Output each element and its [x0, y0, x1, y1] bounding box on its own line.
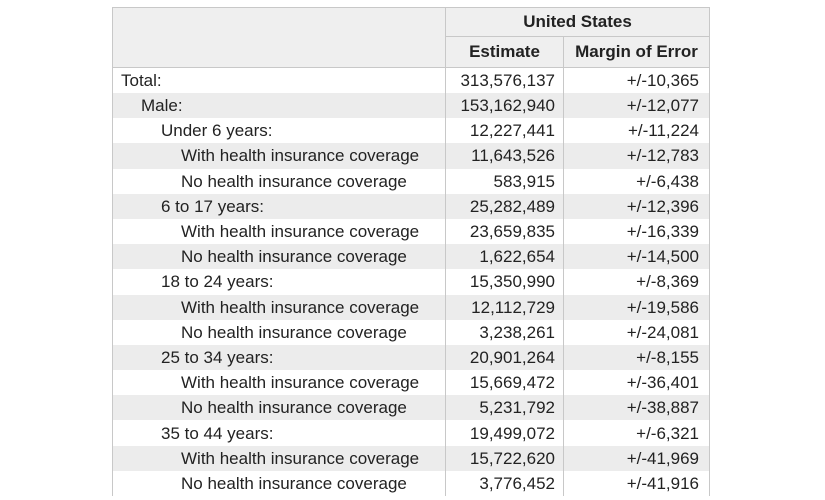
margin-of-error-cell: +/-8,369 — [563, 269, 711, 295]
margin-of-error-cell: +/-11,224 — [563, 118, 711, 144]
table-row: With health insurance coverage 23,659,835… — [112, 218, 711, 245]
row-label: With health insurance coverage — [112, 294, 446, 320]
row-label: Under 6 years: — [112, 118, 446, 144]
margin-of-error-cell: +/-6,438 — [563, 168, 711, 194]
table-header: United States Estimate Margin of Error — [112, 7, 711, 68]
row-label: With health insurance coverage — [112, 218, 446, 245]
margin-of-error-cell: +/-36,401 — [563, 370, 711, 396]
table-row: No health insurance coverage 5,231,792 +/-… — [112, 395, 711, 421]
margin-of-error-cell: +/-41,916 — [563, 470, 711, 496]
health-insurance-table: United States Estimate Margin of Error T… — [112, 7, 711, 496]
table-row: Under 6 years: 12,227,441 +/-11,224 — [112, 118, 711, 144]
geography-header-row: United States — [112, 7, 711, 68]
table-row: Total: 313,576,137 +/-10,365 — [112, 67, 711, 93]
row-label: With health insurance coverage — [112, 370, 446, 396]
table-row: No health insurance coverage 3,238,261 +/-… — [112, 319, 711, 345]
estimate-cell: 15,722,620 — [445, 445, 564, 471]
margin-of-error-cell: +/-38,887 — [563, 395, 711, 421]
margin-of-error-cell: +/-12,783 — [563, 143, 711, 169]
row-label: Male: — [112, 93, 446, 119]
margin-of-error-cell: +/-6,321 — [563, 420, 711, 446]
row-label: 6 to 17 years: — [112, 193, 446, 219]
estimate-cell: 1,622,654 — [445, 244, 564, 270]
table-row: With health insurance coverage 11,643,526… — [112, 143, 711, 169]
margin-of-error-cell: +/-16,339 — [563, 218, 711, 245]
table-row: No health insurance coverage 3,776,452 +/-… — [112, 470, 711, 496]
table-row: No health insurance coverage 1,622,654 +/-… — [112, 244, 711, 270]
table-row: 18 to 24 years: 15,350,990 +/-8,369 — [112, 269, 711, 295]
row-label: With health insurance coverage — [112, 143, 446, 169]
table-row: 35 to 44 years: 19,499,072 +/-6,321 — [112, 420, 711, 446]
row-label: No health insurance coverage — [112, 319, 446, 345]
geography-header: United States — [444, 7, 711, 37]
row-label: No health insurance coverage — [112, 168, 446, 194]
row-label: No health insurance coverage — [112, 395, 446, 421]
data-table-container: United States Estimate Margin of Error T… — [112, 7, 711, 496]
row-label: 18 to 24 years: — [112, 269, 446, 295]
estimate-cell: 5,231,792 — [445, 395, 564, 421]
margin-of-error-cell: +/-14,500 — [563, 244, 711, 270]
row-label: With health insurance coverage — [112, 445, 446, 471]
margin-of-error-cell: +/-8,155 — [563, 344, 711, 371]
table-row: With health insurance coverage 15,669,472… — [112, 370, 711, 396]
estimate-cell: 15,350,990 — [445, 269, 564, 295]
margin-of-error-cell: +/-12,396 — [563, 193, 711, 219]
estimate-cell: 583,915 — [445, 168, 564, 194]
margin-of-error-cell: +/-12,077 — [563, 93, 711, 119]
row-label: No health insurance coverage — [112, 470, 446, 496]
table-row: With health insurance coverage 15,722,620… — [112, 445, 711, 471]
estimate-cell: 12,112,729 — [445, 294, 564, 320]
estimate-cell: 12,227,441 — [445, 118, 564, 144]
margin-of-error-cell: +/-10,365 — [563, 67, 711, 93]
table-row: Male: 153,162,940 +/-12,077 — [112, 93, 711, 119]
table-row: 25 to 34 years: 20,901,264 +/-8,155 — [112, 344, 711, 371]
estimate-cell: 11,643,526 — [445, 143, 564, 169]
estimate-cell: 3,776,452 — [445, 470, 564, 496]
row-label: 25 to 34 years: — [112, 344, 446, 371]
estimate-cell: 25,282,489 — [445, 193, 564, 219]
table-row: No health insurance coverage 583,915 +/-6,… — [112, 168, 711, 194]
estimate-cell: 153,162,940 — [445, 93, 564, 119]
estimate-cell: 3,238,261 — [445, 319, 564, 345]
table-row: With health insurance coverage 12,112,729… — [112, 294, 711, 320]
estimate-cell: 19,499,072 — [445, 420, 564, 446]
estimate-cell: 313,576,137 — [445, 67, 564, 93]
estimate-cell: 20,901,264 — [445, 344, 564, 371]
estimate-cell: 15,669,472 — [445, 370, 564, 396]
margin-of-error-column-header: Margin of Error — [562, 36, 711, 68]
row-label: 35 to 44 years: — [112, 420, 446, 446]
table-body: Total: 313,576,137 +/-10,365 Male: 153,162,9… — [112, 67, 711, 496]
estimate-cell: 23,659,835 — [445, 218, 564, 245]
table-row: 6 to 17 years: 25,282,489 +/-12,396 — [112, 193, 711, 219]
column-header-row: Estimate Margin of Error — [113, 36, 711, 68]
row-label: Total: — [112, 67, 446, 93]
estimate-column-header: Estimate — [445, 36, 564, 68]
margin-of-error-cell: +/-41,969 — [563, 445, 711, 471]
row-label-header-blank — [112, 7, 446, 68]
row-label: No health insurance coverage — [112, 244, 446, 270]
margin-of-error-cell: +/-24,081 — [563, 319, 711, 345]
margin-of-error-cell: +/-19,586 — [563, 294, 711, 320]
